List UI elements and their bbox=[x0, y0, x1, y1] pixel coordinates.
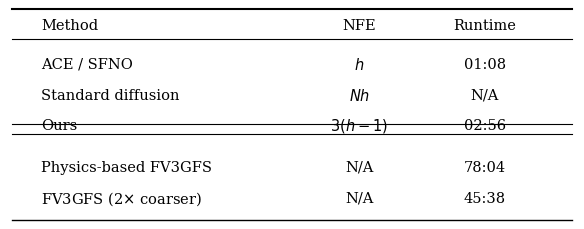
Text: N/A: N/A bbox=[471, 88, 499, 102]
Text: Runtime: Runtime bbox=[453, 19, 516, 33]
Text: 78:04: 78:04 bbox=[464, 160, 506, 174]
Text: N/A: N/A bbox=[345, 160, 373, 174]
Text: $h$: $h$ bbox=[354, 57, 364, 73]
Text: 45:38: 45:38 bbox=[464, 191, 506, 205]
Text: $3(h-1)$: $3(h-1)$ bbox=[330, 117, 388, 134]
Text: 01:08: 01:08 bbox=[464, 58, 506, 71]
Text: Method: Method bbox=[41, 19, 98, 33]
Text: Physics-based FV3GFS: Physics-based FV3GFS bbox=[41, 160, 212, 174]
Text: NFE: NFE bbox=[342, 19, 376, 33]
Text: Ours: Ours bbox=[41, 119, 77, 132]
Text: ACE / SFNO: ACE / SFNO bbox=[41, 58, 133, 71]
Text: N/A: N/A bbox=[345, 191, 373, 205]
Text: Standard diffusion: Standard diffusion bbox=[41, 88, 179, 102]
Text: FV3GFS (2$\times$ coarser): FV3GFS (2$\times$ coarser) bbox=[41, 189, 202, 207]
Text: 02:56: 02:56 bbox=[464, 119, 506, 132]
Text: $Nh$: $Nh$ bbox=[349, 87, 370, 103]
